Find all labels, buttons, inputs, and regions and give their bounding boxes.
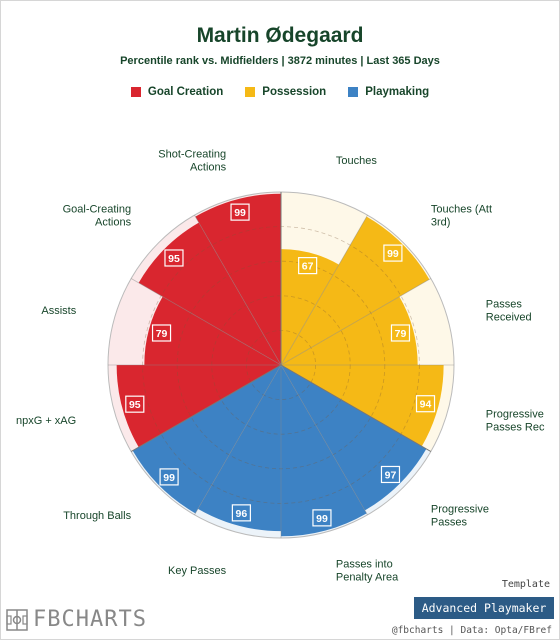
value-label-box — [390, 324, 411, 342]
legend-item-goal-creation: Goal Creation — [130, 86, 224, 98]
value-label: 99 — [387, 248, 399, 260]
value-label-box — [383, 244, 403, 262]
category-label: Key Passes — [168, 565, 227, 577]
value-label: 67 — [302, 261, 314, 273]
bar-5 — [281, 365, 367, 537]
category-label: Progressive Passes — [431, 503, 489, 528]
value-label: 95 — [168, 253, 180, 265]
spoke — [280, 278, 432, 366]
category-label: npxG + xAG — [16, 415, 76, 427]
legend-label: Goal Creation — [147, 86, 224, 98]
spoke — [194, 364, 282, 516]
spoke — [280, 364, 368, 516]
legend-swatch — [348, 87, 359, 97]
value-label: 95 — [129, 399, 141, 411]
value-label-box — [151, 324, 172, 342]
bar-3 — [281, 365, 444, 447]
legend-label: Playmaking — [365, 86, 430, 98]
value-label: 99 — [234, 207, 246, 219]
fbcharts-logo: FBCHARTS — [6, 607, 147, 632]
legend-label: Possession — [262, 86, 327, 98]
spoke — [194, 214, 282, 366]
bar-2 — [281, 296, 418, 365]
value-label-box — [312, 509, 332, 527]
legend: Goal Creation Possession Playmaking — [0, 86, 560, 98]
bar-6 — [197, 365, 281, 532]
value-label-box — [125, 395, 145, 413]
value-label-box — [164, 249, 184, 267]
value-label: 99 — [316, 513, 328, 525]
value-label: 94 — [420, 399, 432, 411]
value-label: 79 — [156, 328, 168, 340]
legend-item-possession: Possession — [245, 86, 326, 98]
category-label: Touches (Att 3rd) — [431, 204, 492, 229]
value-label: 79 — [395, 328, 407, 340]
category-label: Assists — [41, 305, 76, 317]
spoke — [130, 278, 282, 366]
group-divider — [130, 364, 282, 452]
pitch-icon — [6, 608, 28, 631]
bar-9 — [144, 296, 281, 365]
value-label-box — [380, 465, 401, 484]
value-label-box — [415, 395, 436, 413]
chart-subtitle: Percentile rank vs. Midfielders | 3872 m… — [120, 55, 440, 67]
legend-item-playmaking: Playmaking — [348, 86, 429, 98]
group-divider — [280, 364, 432, 452]
value-label: 97 — [385, 469, 397, 481]
legend-swatch — [130, 87, 141, 97]
template-label: Template — [501, 579, 550, 590]
bar-8 — [116, 365, 282, 448]
template-badge: Advanced Playmaker — [414, 597, 554, 619]
logo-text: FBCHARTS — [33, 607, 147, 632]
spoke — [280, 214, 368, 366]
category-label: Touches — [336, 155, 377, 167]
data-credit: @fbcharts | Data: Opta/FBref — [391, 625, 552, 636]
category-label: Goal-Creating Actions — [63, 204, 132, 229]
value-label-box — [298, 257, 318, 275]
value-label-box — [230, 203, 250, 221]
category-label: Passes into Penalty Area — [336, 558, 399, 583]
chart-title: Martin Ødegaard — [196, 24, 364, 47]
category-label: Passes Received — [486, 299, 532, 324]
legend-swatch — [245, 87, 256, 97]
category-label: Through Balls — [63, 510, 131, 522]
value-label: 96 — [236, 508, 248, 520]
bar-11 — [195, 193, 281, 365]
category-label: Progressive Passes Rec — [486, 408, 545, 433]
category-label: Shot-Creating Actions — [158, 149, 226, 174]
value-label-box — [231, 504, 251, 522]
bar-0 — [281, 249, 339, 365]
value-label-box — [159, 468, 179, 486]
value-label: 99 — [163, 472, 175, 484]
